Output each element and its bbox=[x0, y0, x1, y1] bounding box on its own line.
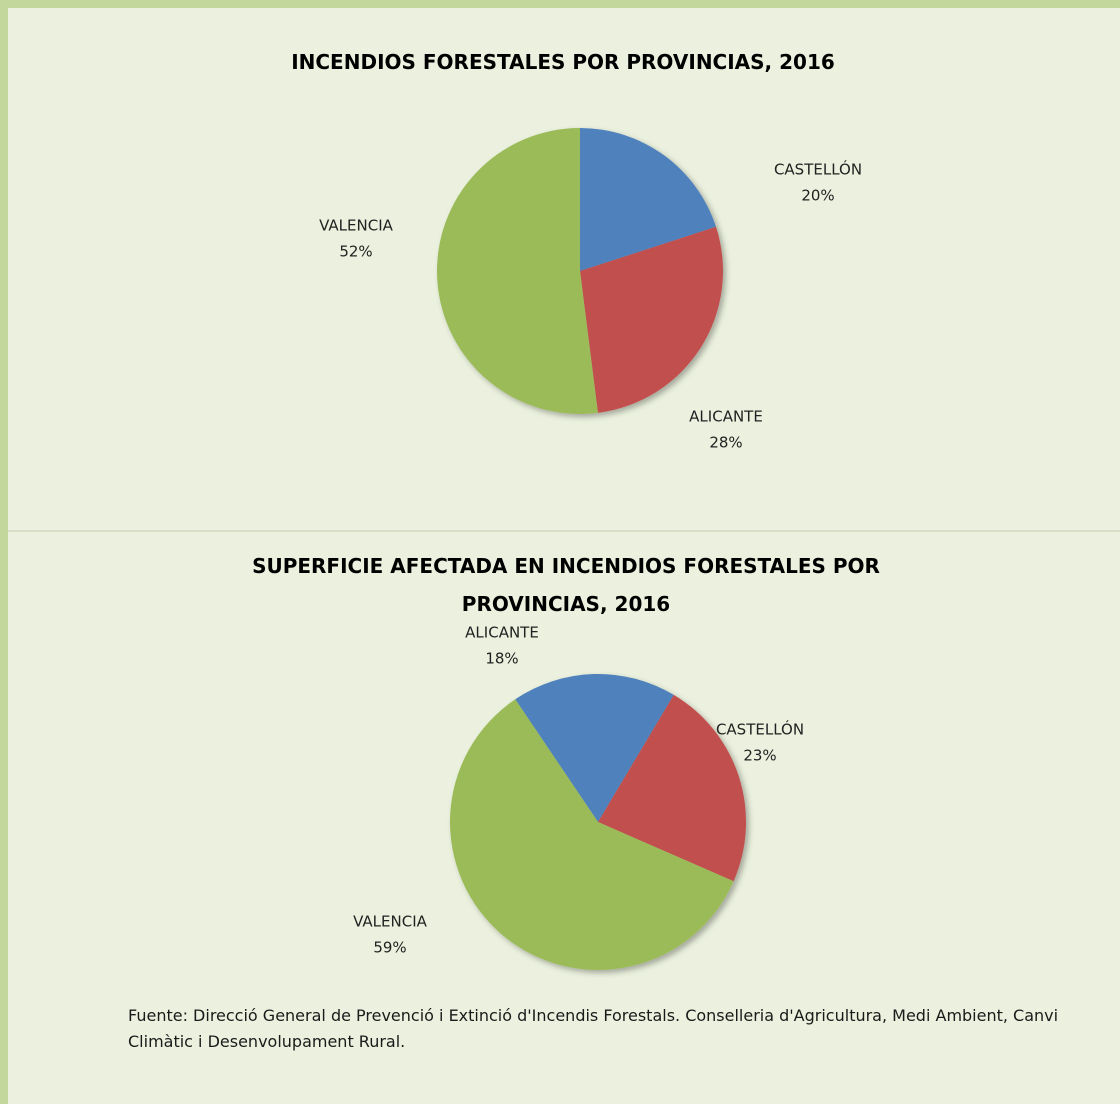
pie-slice bbox=[580, 128, 717, 271]
pie-slice bbox=[437, 128, 598, 414]
pie-slice bbox=[598, 694, 746, 882]
pie-slice bbox=[450, 699, 734, 970]
slice-label: CASTELLÓN bbox=[716, 720, 804, 739]
slice-label: VALENCIA bbox=[319, 217, 394, 235]
divider bbox=[8, 530, 1120, 532]
slice-label: CASTELLÓN bbox=[774, 160, 862, 179]
pie-slice bbox=[515, 674, 674, 822]
slice-value-label: 18% bbox=[485, 650, 518, 668]
source-note: Fuente: Direcció General de Prevenció i … bbox=[128, 1006, 1059, 1051]
slice-label: ALICANTE bbox=[465, 624, 539, 642]
pie bbox=[437, 128, 724, 414]
slice-label: ALICANTE bbox=[689, 408, 763, 426]
slice-value-label: 52% bbox=[339, 243, 372, 261]
pie-slice bbox=[580, 226, 724, 413]
slice-value-label: 59% bbox=[373, 939, 406, 957]
slice-value-label: 23% bbox=[743, 747, 776, 765]
slice-value-label: 20% bbox=[801, 187, 834, 205]
chart-title: INCENDIOS FORESTALES POR PROVINCIAS, 201… bbox=[291, 50, 835, 74]
pie bbox=[450, 674, 746, 970]
chart-title: SUPERFICIE AFECTADA EN INCENDIOS FORESTA… bbox=[252, 554, 880, 616]
slice-label: VALENCIA bbox=[353, 913, 428, 931]
slice-value-label: 28% bbox=[709, 434, 742, 452]
